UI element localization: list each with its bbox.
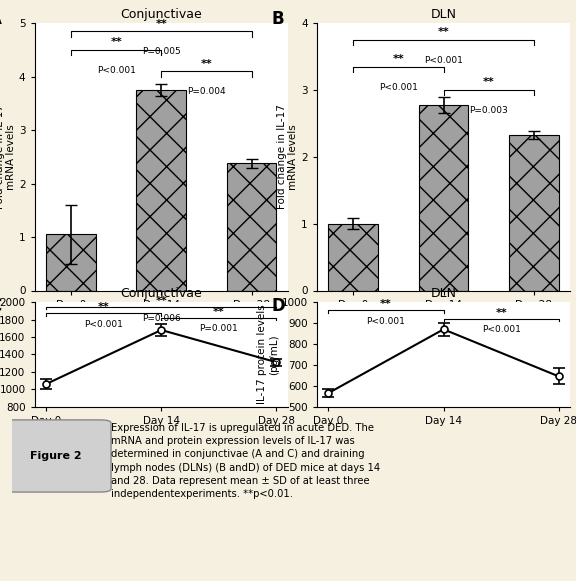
Bar [419, 105, 468, 290]
Title: DLN: DLN [430, 8, 457, 21]
Text: P<0.001: P<0.001 [482, 325, 521, 334]
Text: P=0.004: P=0.004 [187, 87, 226, 96]
Text: **: ** [483, 77, 495, 87]
Bar [328, 224, 378, 290]
Text: **: ** [98, 302, 109, 313]
Text: Expression of IL-17 is upregulated in acute DED. The
mRNA and protein expression: Expression of IL-17 is upregulated in ac… [111, 423, 380, 499]
Text: C: C [0, 297, 1, 315]
Text: P<0.001: P<0.001 [379, 83, 418, 92]
Bar [137, 90, 186, 290]
Title: DLN: DLN [430, 286, 457, 300]
Text: A: A [0, 10, 2, 28]
Text: **: ** [438, 27, 449, 37]
Text: D: D [271, 297, 285, 315]
Text: **: ** [156, 296, 167, 306]
Text: **: ** [380, 299, 392, 310]
Text: **: ** [156, 19, 167, 28]
Bar [227, 163, 276, 290]
Text: **: ** [213, 307, 225, 317]
Text: P<0.001: P<0.001 [84, 320, 123, 329]
Text: B: B [271, 10, 284, 28]
Text: P=0.001: P=0.001 [199, 324, 238, 333]
Text: P<0.001: P<0.001 [366, 317, 406, 326]
Title: Conjunctivae: Conjunctivae [120, 286, 202, 300]
Y-axis label: IL-17 protein levels
(pg/mL): IL-17 protein levels (pg/mL) [257, 304, 279, 404]
Text: P=0.006: P=0.006 [142, 314, 181, 322]
Text: **: ** [200, 59, 213, 69]
Title: Conjunctivae: Conjunctivae [120, 8, 202, 21]
Y-axis label: Fold change in IL-17
mRNA levels: Fold change in IL-17 mRNA levels [0, 105, 16, 209]
Text: Figure 2: Figure 2 [30, 451, 82, 461]
Text: **: ** [110, 37, 122, 47]
Bar [509, 135, 559, 290]
FancyBboxPatch shape [1, 420, 111, 492]
Text: **: ** [392, 54, 404, 64]
Bar [46, 234, 96, 290]
Y-axis label: Fold change in IL-17
mRNA levels: Fold change in IL-17 mRNA levels [277, 105, 298, 209]
Text: P<0.001: P<0.001 [424, 56, 463, 65]
Text: P=0.005: P=0.005 [142, 47, 181, 56]
Text: P<0.001: P<0.001 [97, 66, 135, 75]
Text: P=0.003: P=0.003 [469, 106, 508, 115]
Text: **: ** [495, 308, 507, 318]
